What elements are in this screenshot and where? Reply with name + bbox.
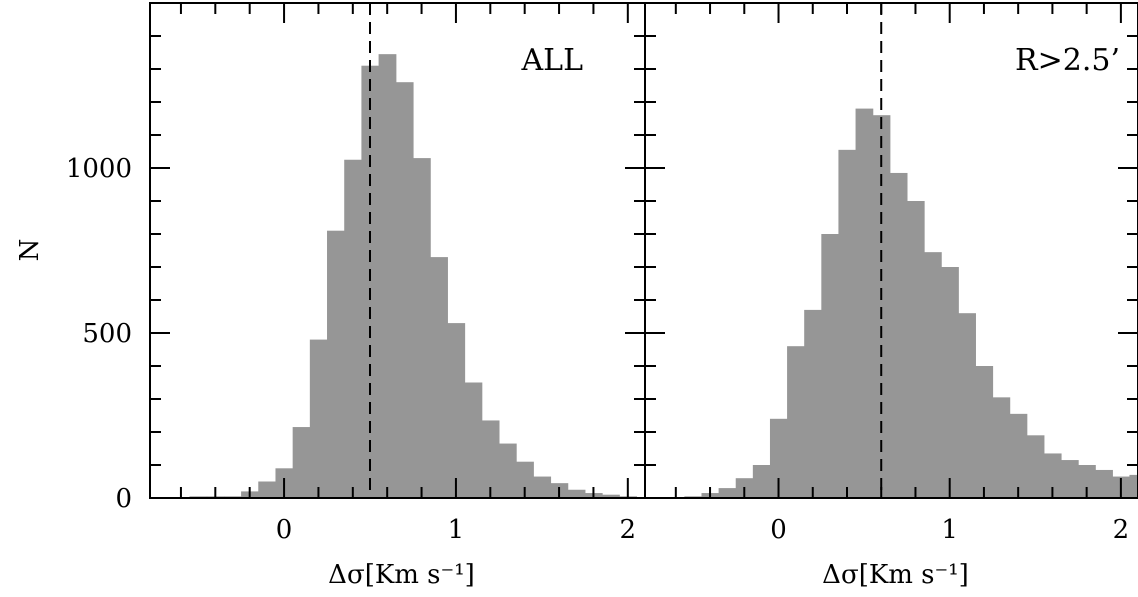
histogram-bar (958, 313, 976, 498)
histogram-bar (361, 65, 380, 498)
histogram-bar (769, 418, 788, 498)
histogram-bar (1026, 435, 1045, 498)
histogram-bar (718, 488, 737, 498)
histogram-bar (941, 267, 959, 498)
histogram-bar (821, 234, 840, 498)
panel-label: ALL (520, 43, 583, 78)
histogram-bar (1095, 469, 1113, 498)
histogram-bar (292, 427, 311, 498)
histogram-bar (1129, 474, 1138, 498)
histogram-bar (787, 346, 805, 498)
x-tick-label: 1 (448, 515, 465, 545)
y-tick-label: 0 (115, 484, 132, 514)
histogram-bar (395, 82, 414, 498)
histogram-bar (327, 230, 345, 498)
histogram-bar (855, 108, 874, 498)
histogram-bar (906, 201, 925, 498)
x-tick-label: 2 (1113, 515, 1130, 545)
y-tick-label: 1000 (66, 154, 132, 184)
panel-1: 0 1 2 0 500 1000 Δσ[Km s⁻¹] N ALL (15, 2, 646, 590)
histogram-bar (992, 397, 1011, 498)
histogram-bar (412, 158, 431, 498)
histogram-bar (1009, 413, 1028, 498)
histogram-bar (752, 465, 771, 498)
x-tick-label: 0 (276, 515, 293, 545)
histogram-bar (344, 159, 363, 498)
histogram-bar (533, 476, 552, 498)
x-axis-label: Δσ[Km s⁻¹] (822, 560, 969, 590)
plot-frame (644, 2, 1138, 499)
x-tick-label: 2 (620, 515, 637, 545)
y-axis-label: N (15, 239, 45, 262)
histogram-bar (889, 172, 908, 498)
histogram-bar (258, 481, 277, 498)
y-tick-label: 500 (82, 319, 132, 349)
panel-label: R>2.5’ (1015, 43, 1120, 78)
histogram-bar (430, 257, 448, 498)
histogram-bar (602, 494, 620, 498)
histogram-bar (838, 149, 857, 498)
x-tick-label: 0 (770, 515, 787, 545)
histogram-bar (447, 323, 466, 498)
histogram-bar (309, 339, 328, 498)
histogram-bar (516, 461, 534, 498)
histogram-bar (1078, 465, 1096, 498)
histogram-bar (872, 115, 891, 498)
x-tick-label: 1 (941, 515, 958, 545)
histogram-bar (1060, 460, 1079, 498)
histogram-bar (804, 309, 822, 498)
x-axis-label: Δσ[Km s⁻¹] (328, 560, 475, 590)
histogram-bar (924, 252, 942, 498)
histogram-bar (464, 382, 483, 498)
histogram-bar (975, 366, 994, 498)
histogram-bar (1043, 453, 1062, 498)
histogram-bar (498, 443, 517, 498)
histogram-bar (481, 420, 500, 498)
histogram-bar (567, 489, 586, 498)
histogram-bar (378, 54, 397, 499)
panel-2: 0 1 2 Δσ[Km s⁻¹] R>2.5’ (644, 2, 1138, 590)
